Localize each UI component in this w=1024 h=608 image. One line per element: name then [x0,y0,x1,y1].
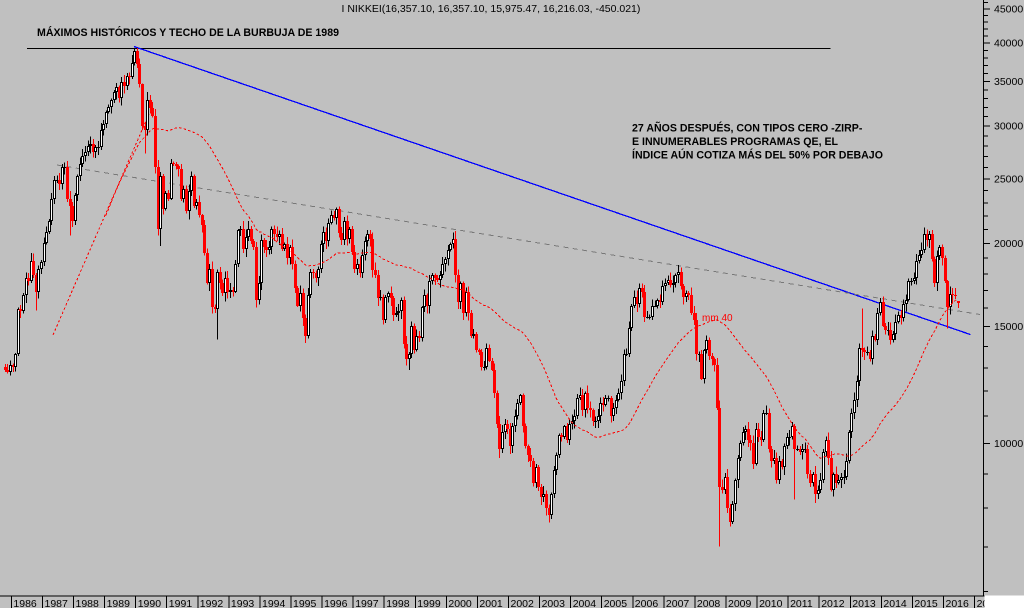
svg-text:40000: 40000 [994,37,1023,49]
svg-text:2016: 2016 [946,598,970,608]
svg-text:2008: 2008 [697,598,721,608]
svg-text:1995: 1995 [293,598,317,608]
svg-text:1990: 1990 [138,598,162,608]
svg-text:2001: 2001 [479,598,503,608]
svg-text:1987: 1987 [45,598,69,608]
svg-text:MÁXIMOS HISTÓRICOS Y TECHO DE: MÁXIMOS HISTÓRICOS Y TECHO DE LA BURBUJA… [37,26,339,39]
svg-text:10000: 10000 [994,438,1023,450]
svg-text:2002: 2002 [511,598,535,608]
svg-text:1986: 1986 [13,598,37,608]
svg-text:1988: 1988 [76,598,100,608]
svg-text:30000: 30000 [994,121,1023,133]
svg-text:1989: 1989 [107,598,131,608]
svg-text:1993: 1993 [231,598,255,608]
svg-text:27 AÑOS DESPUÉS, CON TIPOS CER: 27 AÑOS DESPUÉS, CON TIPOS CERO -ZIRP- [632,121,863,134]
svg-text:45000: 45000 [994,3,1023,15]
svg-text:2004: 2004 [573,598,597,608]
svg-text:2015: 2015 [914,598,938,608]
svg-text:20000: 20000 [994,238,1023,250]
svg-text:25000: 25000 [994,173,1023,185]
svg-text:I NIKKEI(16,357.10, 16,357.10,: I NIKKEI(16,357.10, 16,357.10, 15,975.47… [342,3,641,15]
svg-text:mm 40: mm 40 [702,313,733,324]
svg-text:2010: 2010 [759,598,783,608]
svg-text:2014: 2014 [883,598,907,608]
svg-text:2011: 2011 [790,598,813,608]
svg-text:2000: 2000 [448,598,472,608]
svg-text:2007: 2007 [666,598,690,608]
svg-text:1997: 1997 [355,598,379,608]
svg-text:2006: 2006 [635,598,659,608]
svg-text:1991: 1991 [169,598,193,608]
svg-text:15000: 15000 [994,321,1023,333]
svg-text:2003: 2003 [542,598,566,608]
svg-text:35000: 35000 [994,76,1023,88]
svg-text:2012: 2012 [821,598,845,608]
svg-text:1999: 1999 [417,598,441,608]
svg-text:2009: 2009 [728,598,752,608]
svg-text:2005: 2005 [604,598,628,608]
svg-text:ÍNDICE AÚN COTIZA MÁS DEL 50%: ÍNDICE AÚN COTIZA MÁS DEL 50% POR DEBAJO [632,149,883,162]
svg-text:1994: 1994 [262,598,286,608]
svg-text:2013: 2013 [852,598,876,608]
svg-text:1998: 1998 [386,598,410,608]
svg-text:1992: 1992 [200,598,224,608]
svg-text:E INNUMERABLES PROGRAMAS QE, E: E INNUMERABLES PROGRAMAS QE, EL [632,136,839,148]
svg-text:1996: 1996 [324,598,348,608]
